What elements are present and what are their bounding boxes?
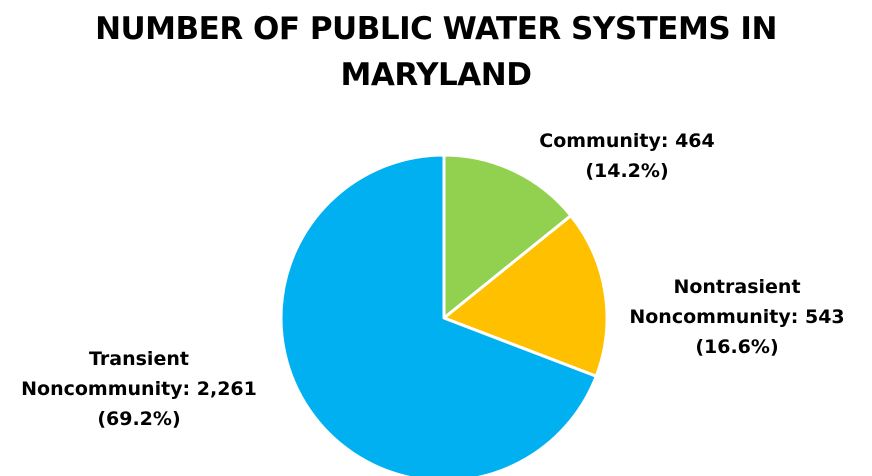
- data-label-nontrasient-line-1: Nontrasient: [673, 276, 801, 298]
- data-label-transient-line-3: (69.2%): [97, 408, 181, 430]
- data-label-nontrasient-line-2: Noncommunity: 543: [629, 306, 845, 328]
- chart-title: NUMBER OF PUBLIC WATER SYSTEMS IN MARYLA…: [36, 6, 836, 98]
- data-label-nontrasient-line-3: (16.6%): [695, 336, 779, 358]
- pie-slice-community: [442, 153, 573, 320]
- data-label-transient-line-2: Noncommunity: 2,261: [21, 378, 257, 400]
- pie-slice-nontrasient-noncommunity: [442, 214, 609, 378]
- chart-title-line-1: NUMBER OF PUBLIC WATER SYSTEMS IN: [95, 11, 777, 47]
- chart-title-line-2: MARYLAND: [340, 57, 532, 93]
- data-label-community-line-1: Community: 464: [539, 130, 715, 152]
- pie-slice-transient-noncommunity: [279, 153, 598, 476]
- data-label-community: Community: 464 (14.2%): [502, 126, 752, 186]
- data-label-nontrasient-noncommunity: Nontrasient Noncommunity: 543 (16.6%): [612, 272, 862, 362]
- data-label-community-line-2: (14.2%): [585, 160, 669, 182]
- data-label-transient-noncommunity: Transient Noncommunity: 2,261 (69.2%): [4, 344, 274, 434]
- data-label-transient-line-1: Transient: [89, 348, 189, 370]
